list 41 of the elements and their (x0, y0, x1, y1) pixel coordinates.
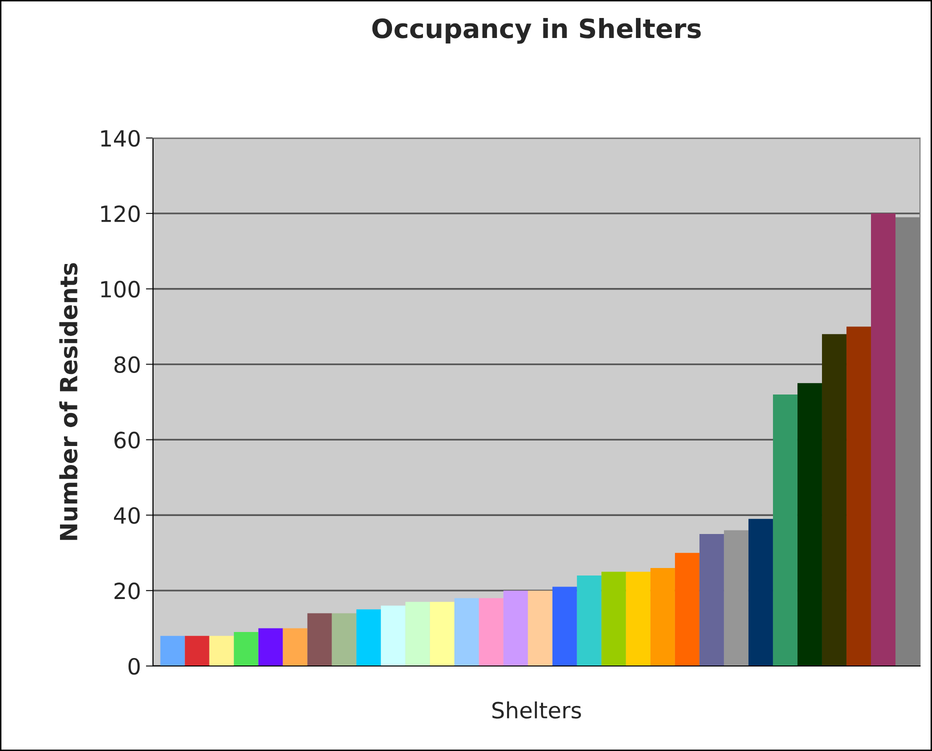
bar (356, 609, 381, 666)
y-axis-title: Number of Residents (59, 263, 78, 540)
bar (772, 394, 798, 666)
bar (184, 636, 210, 666)
bar (307, 613, 332, 666)
bar (674, 552, 700, 666)
bar (552, 586, 577, 666)
bar (209, 636, 234, 666)
bar (724, 530, 748, 666)
bar (503, 590, 528, 666)
x-axis-title: Shelters (492, 701, 581, 719)
chart-title: Occupancy in Shelters (372, 18, 701, 44)
y-tick-label: 40 (114, 507, 140, 524)
bar (846, 326, 871, 666)
y-tick-label: 140 (101, 130, 140, 147)
bar (601, 572, 626, 666)
bar (258, 628, 283, 666)
bar (797, 383, 822, 666)
y-tick-label: 0 (128, 658, 140, 675)
bar (380, 606, 406, 666)
bar (405, 602, 430, 666)
bar (576, 575, 602, 666)
bar (160, 636, 185, 666)
bar (430, 602, 454, 666)
bar (650, 568, 675, 666)
bar (528, 590, 552, 666)
bar (870, 213, 896, 666)
y-tick-label: 120 (101, 205, 140, 222)
y-tick-label: 60 (114, 432, 140, 448)
bar (234, 632, 258, 666)
y-tick-label: 100 (101, 280, 140, 298)
bar (699, 534, 724, 666)
bar (626, 572, 650, 666)
bar (478, 598, 504, 666)
bar (332, 613, 356, 666)
y-tick-label: 80 (114, 356, 140, 374)
bar (454, 598, 479, 666)
bar (282, 628, 308, 666)
bar (822, 334, 846, 666)
y-tick-label: 20 (114, 582, 140, 600)
bar (748, 518, 773, 666)
